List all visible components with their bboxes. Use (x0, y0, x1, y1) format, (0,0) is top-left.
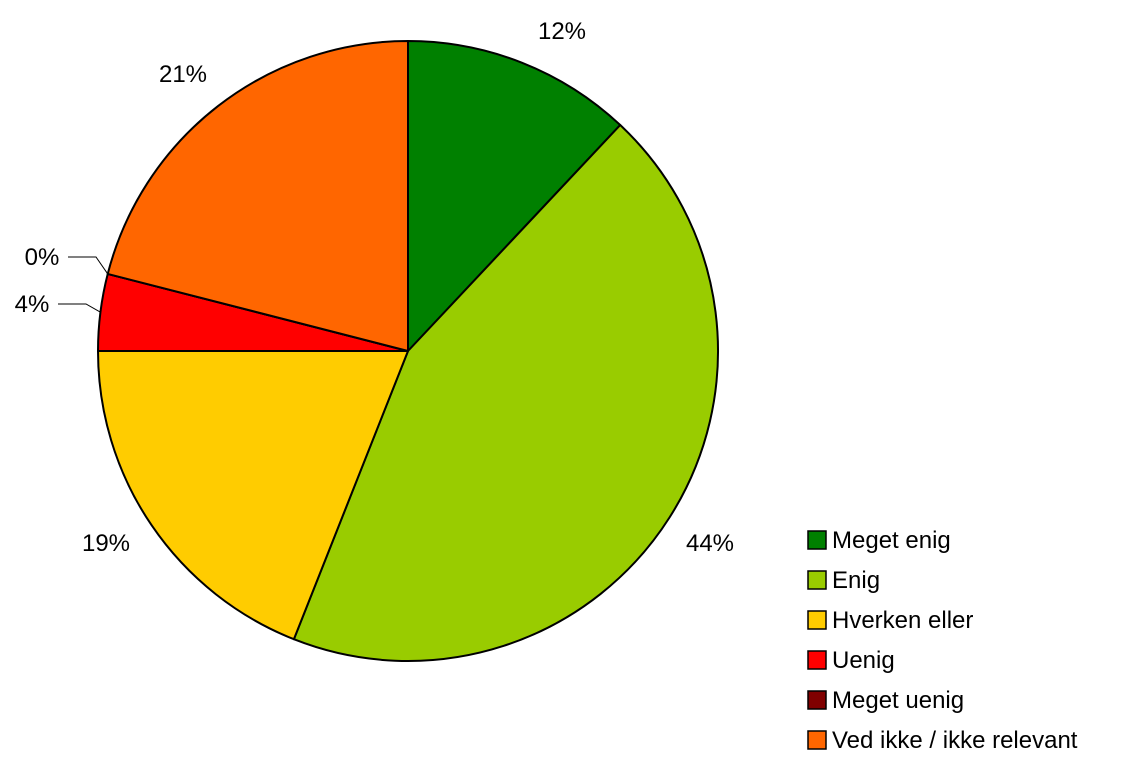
pie-slice-meget-enig (407, 40, 622, 352)
legend-label-ved-ikke-ikke-relevant: Ved ikke / ikke relevant (832, 727, 1078, 754)
legend-label-enig: Enig (832, 567, 880, 594)
slice-label-ved-ikke-ikke-relevant: 21% (159, 61, 207, 88)
legend-item-enig: Enig (807, 567, 880, 594)
slice-label-hverken-eller: 19% (82, 530, 130, 557)
legend-item-meget-uenig: Meget uenig (807, 687, 964, 714)
legend-item-ved-ikke-ikke-relevant: Ved ikke / ikke relevant (807, 727, 1078, 754)
slice-label-enig: 44% (686, 530, 734, 557)
leader-lines (58, 256, 109, 313)
legend-swatch-hverken-eller (807, 610, 827, 630)
slice-label-uenig: 4% (15, 291, 50, 318)
pie-slice-hverken-eller (97, 350, 409, 641)
legend-label-uenig: Uenig (832, 647, 895, 674)
slice-label-meget-enig: 12% (538, 18, 586, 45)
pie-slice-ved-ikke-ikke-relevant (106, 40, 409, 352)
slice-labels: 12% 44% 19% 4% 0% 21% (15, 18, 734, 557)
slice-label-meget-uenig: 0% (25, 244, 60, 271)
legend-label-meget-enig: Meget enig (832, 527, 951, 554)
pie-slices (97, 40, 719, 662)
legend-item-hverken-eller: Hverken eller (807, 607, 973, 634)
legend-swatch-meget-enig (807, 530, 827, 550)
leader-line-uenig (58, 303, 101, 313)
legend-label-meget-uenig: Meget uenig (832, 687, 964, 714)
legend-item-meget-enig: Meget enig (807, 527, 951, 554)
legend-item-uenig: Uenig (807, 647, 895, 674)
leader-line-meget-uenig (68, 256, 109, 275)
legend-label-hverken-eller: Hverken eller (832, 607, 973, 634)
legend: Meget enig Enig Hverken eller Uenig Meget ue… (807, 527, 1078, 754)
pie-slice-enig (292, 124, 719, 662)
legend-swatch-ved-ikke-ikke-relevant (807, 730, 827, 750)
legend-swatch-uenig (807, 650, 827, 670)
legend-swatch-meget-uenig (807, 690, 827, 710)
legend-swatch-enig (807, 570, 827, 590)
